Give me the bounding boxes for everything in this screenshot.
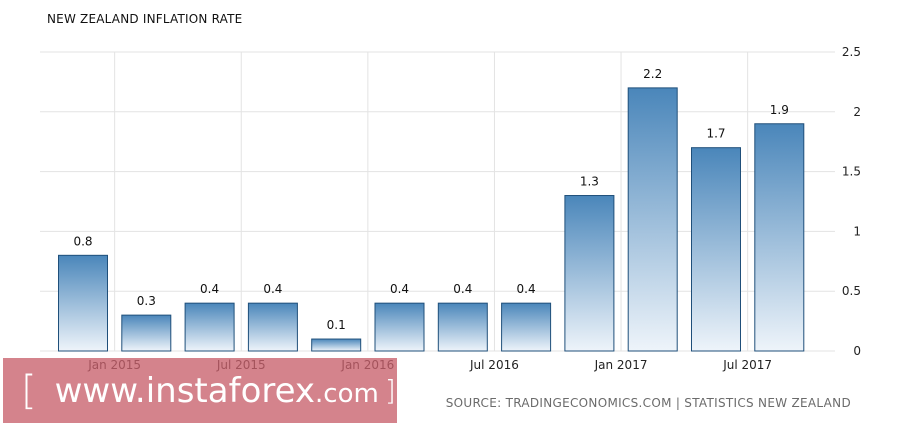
watermark-bracket-left: [ [21, 367, 37, 414]
bar [311, 338, 362, 352]
bar-value-label: 0.4 [453, 282, 472, 296]
bar [58, 254, 108, 352]
bar [374, 302, 425, 352]
y-tick-label: 2 [853, 105, 861, 119]
y-tick-label: 0 [853, 344, 861, 358]
bar [121, 314, 172, 352]
x-tick-label: Jan 2017 [594, 358, 648, 372]
bar [691, 147, 741, 352]
watermark-suffix: .com [315, 378, 379, 409]
watermark-bracket-right: ] [384, 374, 396, 407]
bar [627, 87, 678, 352]
bar-value-label: 0.4 [200, 282, 219, 296]
source-text: SOURCE: TRADINGECONOMICS.COM | STATISTIC… [445, 396, 851, 410]
chart-title: NEW ZEALAND INFLATION RATE [47, 12, 243, 26]
bar [754, 123, 805, 352]
bar-value-label: 0.4 [390, 282, 409, 296]
bar [437, 302, 488, 352]
bar-value-label: 1.9 [770, 103, 789, 117]
y-tick-label: 2.5 [842, 45, 861, 59]
bar-value-label: 1.7 [706, 127, 725, 141]
y-tick-label: 1 [853, 224, 861, 238]
bars [58, 87, 805, 352]
x-tick-label: Jul 2016 [469, 358, 519, 372]
bar-value-label: 0.4 [263, 282, 282, 296]
bar [564, 195, 615, 352]
watermark-url: www.instaforex.com [55, 371, 379, 411]
y-axis-ticks: 0 0.5 1 1.5 2 2.5 [842, 45, 861, 358]
y-tick-label: 0.5 [842, 284, 861, 298]
bar-value-label: 0.4 [517, 282, 536, 296]
bar-value-label: 0.1 [327, 318, 346, 332]
bar-value-label: 1.3 [580, 175, 599, 189]
bar-value-label: 2.2 [643, 67, 662, 81]
bar [184, 302, 235, 352]
instaforex-watermark: [ www.instaforex.com ] [3, 358, 397, 423]
x-tick-label: Jul 2017 [722, 358, 772, 372]
bar-value-label: 0.8 [73, 234, 92, 248]
data-labels: 0.8 0.3 0.4 0.4 0.1 0.4 0.4 0.4 1.3 2.2 1.7 1.9 [73, 67, 788, 332]
bar [501, 302, 552, 352]
watermark-domain: www.instaforex [54, 370, 316, 411]
y-tick-label: 1.5 [842, 165, 861, 179]
bar-value-label: 0.3 [137, 294, 156, 308]
bar [247, 302, 298, 352]
